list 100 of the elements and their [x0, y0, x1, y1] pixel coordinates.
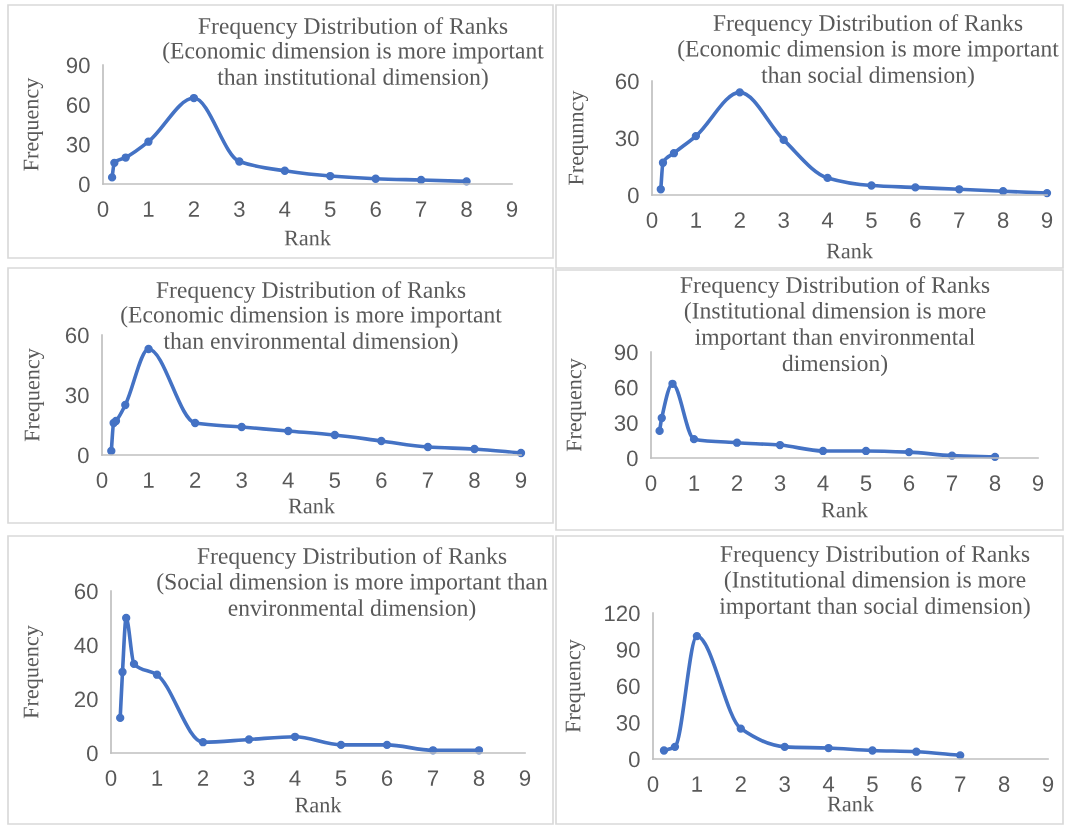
- point: [382, 740, 392, 750]
- y-tick-label: 90: [616, 642, 640, 658]
- point: [823, 173, 832, 183]
- point: [336, 740, 346, 750]
- x-tick-label: 9: [1042, 776, 1054, 792]
- y-tick-label: 30: [66, 136, 90, 153]
- point: [732, 438, 742, 447]
- point: [998, 187, 1008, 196]
- y-axis-title: Frequnncy: [568, 90, 589, 185]
- x-tick-label: 0: [647, 776, 659, 792]
- point: [911, 183, 920, 192]
- point: [118, 667, 127, 677]
- point: [189, 93, 199, 103]
- y-axis-title: Frequency: [24, 348, 45, 442]
- point: [190, 418, 200, 428]
- x-tick-label: 9: [519, 770, 531, 786]
- chart-subtitle: (Social dimension is more important than environmental dimension): [157, 573, 548, 621]
- point: [416, 175, 426, 185]
- x-tick-label: 8: [998, 776, 1010, 792]
- point: [121, 153, 130, 162]
- y-tick-label: 30: [65, 387, 89, 404]
- x-tick-label: 7: [427, 770, 439, 786]
- x-tick-label: 5: [324, 201, 336, 217]
- x-tick-label: 1: [689, 475, 700, 491]
- y-tick-label: 60: [614, 379, 638, 396]
- chart-subtitle: (Institutional dimension is more important than social dimension): [719, 571, 1030, 619]
- point: [122, 613, 131, 623]
- y-tick-label: 0: [78, 447, 89, 464]
- x-tick-label: 0: [645, 475, 657, 491]
- x-tick-label: 5: [860, 475, 872, 491]
- x-tick-label: 3: [234, 201, 245, 217]
- chart-subtitle: (Economic dimension is more important than social dimension): [678, 40, 1059, 88]
- x-tick-label: 8: [989, 475, 1001, 491]
- x-tick-label: 0: [105, 770, 117, 786]
- x-tick-label: 3: [236, 472, 247, 488]
- point: [955, 185, 964, 194]
- y-tick-label: 120: [605, 605, 640, 622]
- x-tick-label: 8: [997, 212, 1009, 228]
- y-tick-label: 0: [79, 176, 90, 193]
- y-tick-label: 30: [615, 130, 639, 147]
- x-tick-label: 4: [821, 212, 834, 228]
- point: [121, 400, 130, 410]
- point: [129, 659, 139, 669]
- x-tick-label: 8: [473, 770, 485, 786]
- y-tick-label: 0: [87, 745, 98, 762]
- x-tick-label: 5: [335, 770, 347, 786]
- point: [912, 747, 921, 756]
- x-tick-label: 5: [866, 212, 877, 228]
- y-tick-label: 0: [628, 187, 639, 204]
- x-tick-label: 2: [190, 472, 201, 488]
- point: [470, 444, 479, 454]
- x-tick-label: 3: [779, 776, 790, 792]
- point: [330, 430, 339, 440]
- y-tick-label: 60: [615, 73, 639, 90]
- x-tick-label: 2: [731, 475, 743, 491]
- x-tick-label: 8: [469, 472, 480, 488]
- point: [326, 171, 335, 181]
- x-tick-label: 8: [461, 201, 472, 217]
- point: [280, 166, 289, 175]
- x-tick-label: 2: [188, 201, 199, 217]
- point: [779, 135, 788, 145]
- x-tick-label: 9: [1041, 212, 1053, 228]
- point: [116, 713, 125, 723]
- x-tick-label: 1: [143, 201, 154, 217]
- x-tick-label: 6: [903, 475, 915, 491]
- point: [689, 434, 699, 444]
- x-tick-label: 1: [152, 770, 163, 786]
- point: [237, 422, 246, 432]
- point: [107, 173, 117, 182]
- point: [235, 157, 244, 166]
- point: [144, 344, 153, 354]
- x-axis-title: Rank: [827, 795, 874, 812]
- x-tick-label: 9: [515, 472, 527, 488]
- chart-title: Frequency Distribution of Ranks: [197, 547, 507, 569]
- y-tick-label: 20: [74, 691, 98, 708]
- x-axis-title: Rank: [821, 501, 868, 518]
- x-tick-label: 6: [910, 212, 921, 228]
- y-tick-label: 90: [66, 57, 90, 74]
- x-tick-label: 7: [422, 472, 433, 488]
- point: [110, 158, 119, 168]
- x-tick-label: 4: [817, 475, 829, 491]
- point: [290, 732, 300, 741]
- x-tick-label: 6: [370, 201, 381, 217]
- x-tick-label: 7: [954, 212, 965, 228]
- point: [736, 724, 745, 733]
- chart-title: Frequency Distribution of Ranks: [680, 276, 990, 298]
- y-tick-label: 60: [74, 583, 98, 600]
- y-tick-label: 60: [66, 97, 90, 113]
- point: [670, 742, 680, 752]
- y-tick-label: 60: [616, 678, 640, 695]
- x-tick-label: 5: [329, 472, 341, 488]
- point: [198, 738, 208, 747]
- point: [904, 447, 914, 457]
- chart-subtitle: (Economic dimension is more important than environmental dimension): [121, 306, 502, 354]
- x-tick-label: 7: [946, 475, 958, 491]
- y-tick-label: 60: [65, 327, 89, 344]
- point: [735, 88, 744, 97]
- y-axis-title: Frequency: [23, 77, 44, 171]
- chart-title: Frequency Distribution of Ranks: [720, 545, 1030, 567]
- y-tick-label: 0: [627, 450, 638, 467]
